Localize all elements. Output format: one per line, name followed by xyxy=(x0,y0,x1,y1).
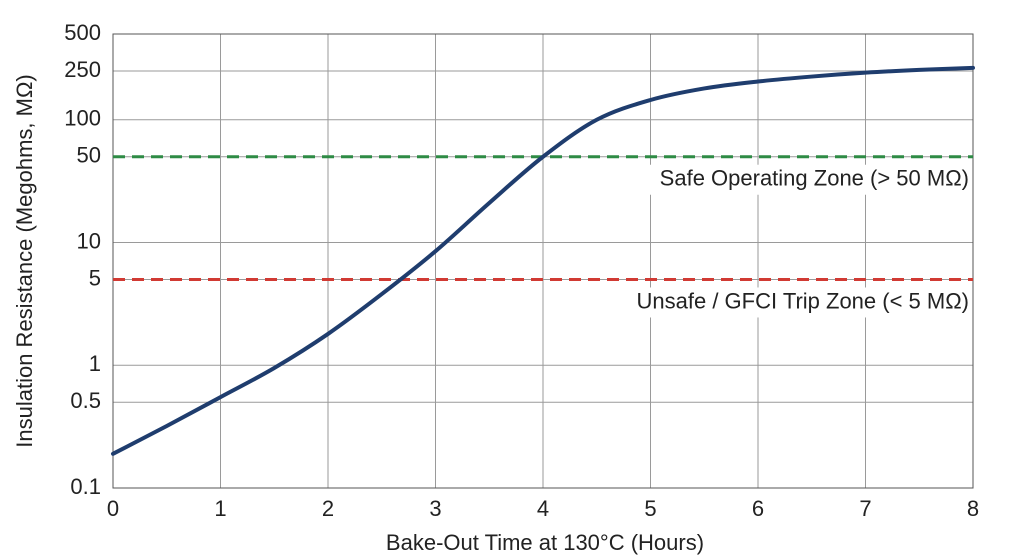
y-tick-label: 250 xyxy=(64,57,101,82)
x-tick-label: 5 xyxy=(644,496,656,521)
y-tick-label: 5 xyxy=(89,265,101,290)
x-tick-label: 7 xyxy=(859,496,871,521)
x-axis-label: Bake-Out Time at 130°C (Hours) xyxy=(386,530,704,555)
x-tick-label: 8 xyxy=(967,496,979,521)
y-tick-label: 50 xyxy=(77,143,101,168)
label-bg xyxy=(573,287,971,318)
y-tick-label: 500 xyxy=(64,20,101,45)
label-bg xyxy=(573,164,971,195)
y-tick-label: 1 xyxy=(89,351,101,376)
reference-label: Unsafe / GFCI Trip Zone (< 5 MΩ) xyxy=(637,288,969,313)
plot-frame xyxy=(112,33,974,489)
x-tick-label: 4 xyxy=(537,496,549,521)
y-axis-label: Insulation Resistance (Megohms, MΩ) xyxy=(12,74,37,447)
y-tick-label: 0.5 xyxy=(70,388,101,413)
data-line xyxy=(111,65,975,456)
x-tick-label: 0 xyxy=(107,496,119,521)
reference-label: Safe Operating Zone (> 50 MΩ) xyxy=(660,166,969,191)
y-tick-label: 0.1 xyxy=(70,474,101,499)
y-tick-label: 10 xyxy=(77,228,101,253)
y-tick-label: 100 xyxy=(64,106,101,131)
x-tick-label: 2 xyxy=(322,496,334,521)
x-tick-label: 6 xyxy=(752,496,764,521)
x-tick-label: 3 xyxy=(429,496,441,521)
x-tick-label: 1 xyxy=(214,496,226,521)
